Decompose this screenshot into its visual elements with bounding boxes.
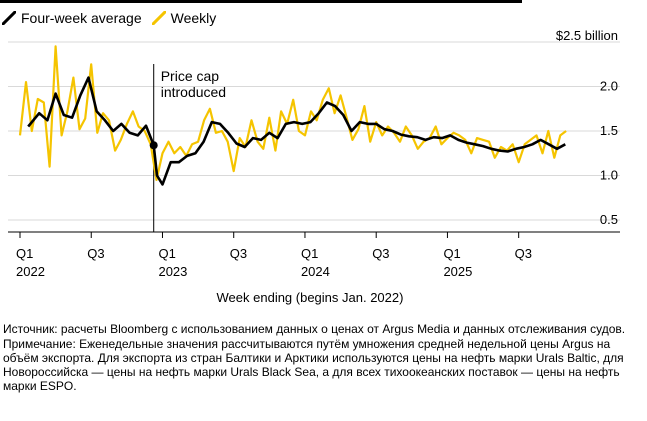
x-tick-label-2: Q1 (158, 246, 175, 261)
y-tick-label-2-5: $2.5 billion (556, 28, 618, 43)
legend-swatch-black (2, 11, 16, 25)
legend-label-four-week-average: Four-week average (21, 10, 142, 26)
legend-item-four-week-average: Four-week average (2, 10, 142, 26)
x-tick-label-7: Q3 (515, 246, 532, 261)
annotation-line-1: Price cap (161, 68, 220, 84)
x-tick-year-0: 2022 (16, 264, 45, 279)
y-axis-labels: 0.5 1.0 1.5 2.0 $2.5 billion (556, 28, 618, 227)
legend: Four-week average Weekly (2, 8, 226, 28)
x-tick-year-6: 2025 (443, 264, 472, 279)
x-tick-year-4: 2024 (301, 264, 330, 279)
methodology-note: Примечание: Еженедельные значения рассчи… (3, 337, 624, 393)
top-rule (0, 0, 522, 3)
footnotes: Источник: расчеты Bloomberg с использова… (3, 322, 643, 394)
series-weekly-line (18, 45, 567, 181)
gridlines (8, 41, 620, 221)
x-tick-label-4: Q1 (301, 246, 318, 261)
series-four-week-average-line (27, 76, 566, 186)
x-tick-year-2: 2023 (158, 264, 187, 279)
legend-item-weekly: Weekly (151, 10, 217, 26)
x-tick-label-5: Q3 (372, 246, 389, 261)
y-tick-label-1: 1.0 (600, 168, 618, 183)
legend-label-weekly: Weekly (170, 10, 217, 26)
source-note: Источник: расчеты Bloomberg с использова… (3, 322, 626, 336)
x-axis-ticks: Q1 2022 Q3 Q1 2023 Q3 Q1 2024 Q3 Q1 2025 Q3 (16, 232, 532, 279)
x-tick-label-3: Q3 (230, 246, 247, 261)
x-tick-label-1: Q3 (87, 246, 104, 261)
legend-swatch-yellow (151, 11, 166, 25)
y-tick-label-0-5: 0.5 (600, 212, 618, 227)
x-tick-label-0: Q1 (16, 246, 33, 261)
x-tick-label-6: Q1 (443, 246, 460, 261)
x-axis-title: Week ending (begins Jan. 2022) (217, 290, 404, 305)
y-tick-label-1-5: 1.5 (600, 123, 618, 138)
line-chart: Q1 2022 Q3 Q1 2023 Q3 Q1 2024 Q3 Q1 2025 Q3 0.5 1.0 1… (8, 28, 620, 305)
y-tick-label-2: 2.0 (600, 79, 618, 94)
price-cap-marker-dot (149, 141, 158, 150)
annotation-line-2: introduced (161, 84, 226, 100)
